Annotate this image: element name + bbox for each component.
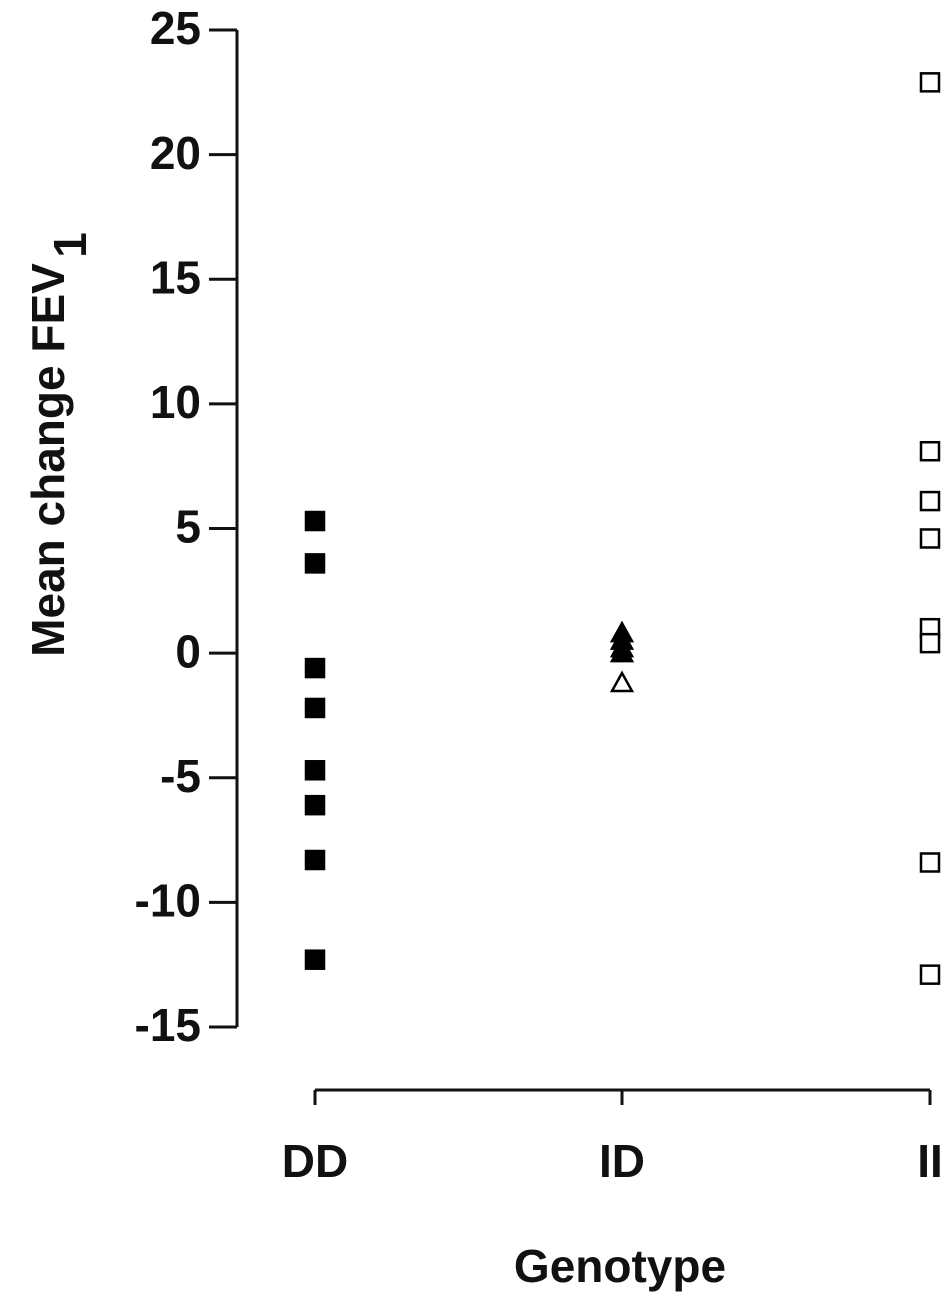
x-tick-label: DD bbox=[282, 1135, 348, 1187]
data-point bbox=[304, 510, 326, 532]
data-point bbox=[304, 849, 326, 871]
y-tick-label: 0 bbox=[175, 625, 201, 677]
y-tick-label: -10 bbox=[135, 875, 201, 927]
data-point bbox=[919, 528, 941, 549]
y-tick-label: 25 bbox=[150, 2, 201, 54]
data-point bbox=[919, 440, 941, 462]
y-tick-label: -5 bbox=[160, 750, 201, 802]
data-point bbox=[919, 632, 941, 654]
x-tick-label: ID bbox=[599, 1135, 645, 1187]
data-point bbox=[919, 964, 941, 985]
data-point bbox=[304, 697, 326, 719]
data-point bbox=[304, 657, 326, 679]
data-point bbox=[609, 640, 635, 663]
x-axis-label: Genotype bbox=[514, 1240, 726, 1292]
data-point bbox=[304, 949, 326, 970]
data-point bbox=[919, 852, 941, 873]
y-tick-label: 10 bbox=[150, 376, 201, 428]
data-point bbox=[304, 553, 326, 574]
data-point bbox=[919, 490, 941, 512]
data-point bbox=[919, 72, 941, 93]
y-tick-label: 20 bbox=[150, 127, 201, 179]
data-point bbox=[304, 794, 326, 816]
y-axis-label: Mean change FEV bbox=[22, 263, 74, 657]
y-tick-label: 15 bbox=[150, 251, 201, 303]
y-tick-label: 5 bbox=[175, 501, 201, 553]
data-point bbox=[609, 670, 635, 693]
y-axis-title: Mean change FEV 1 bbox=[22, 232, 96, 657]
x-tick-label: II bbox=[917, 1135, 943, 1187]
y-tick-label: -15 bbox=[135, 999, 201, 1051]
data-point bbox=[304, 760, 326, 781]
y-axis-label-subscript: 1 bbox=[44, 232, 96, 258]
